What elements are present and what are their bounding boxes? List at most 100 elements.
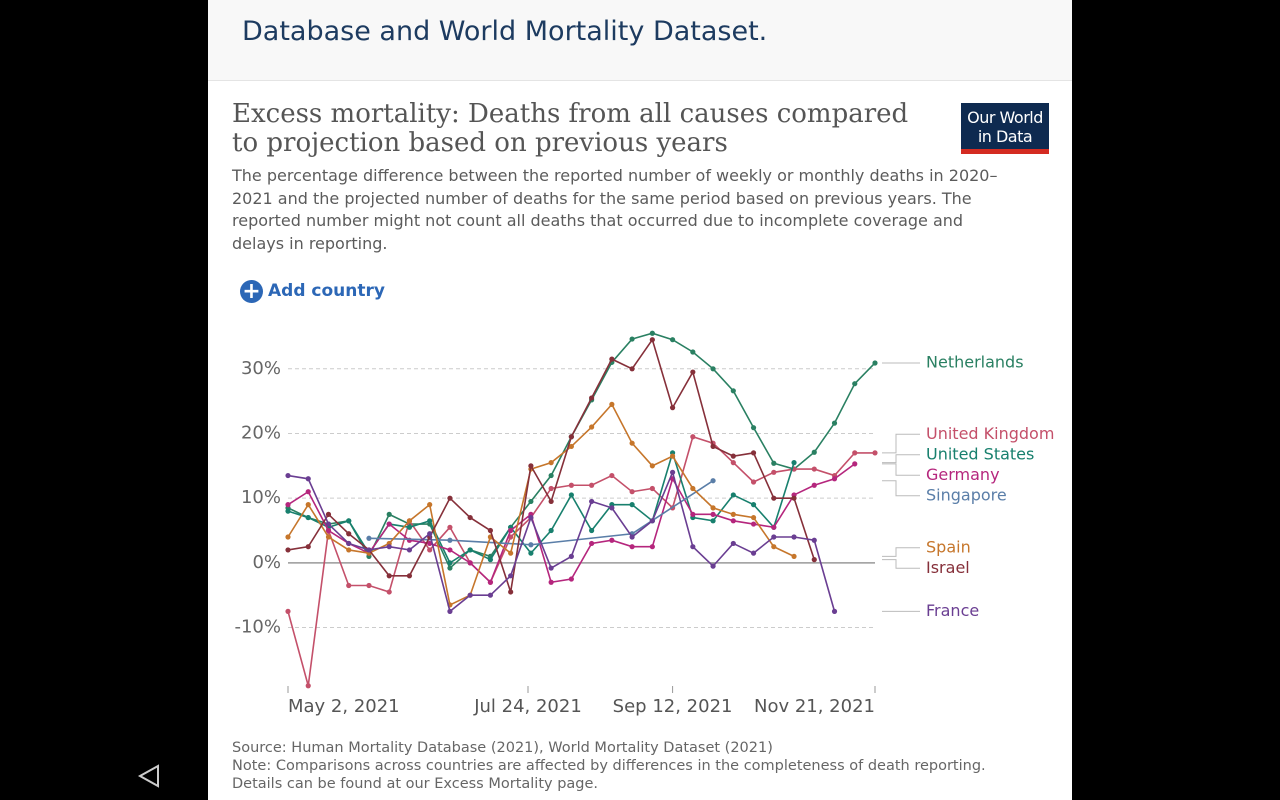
back-button[interactable] xyxy=(130,757,170,797)
data-point xyxy=(386,544,392,550)
label-connector xyxy=(882,463,920,476)
note: Note: Comparisons across countries are a… xyxy=(232,758,986,792)
data-point xyxy=(548,498,554,505)
data-point xyxy=(669,405,676,411)
series-label: France xyxy=(926,601,979,620)
label-connector xyxy=(882,433,920,454)
y-tick-label: 0% xyxy=(252,552,281,573)
source: Source: Human Mortality Database (2021),… xyxy=(232,740,773,756)
data-point xyxy=(872,360,878,366)
data-point xyxy=(811,482,817,488)
data-point xyxy=(508,527,514,534)
data-point xyxy=(649,337,655,343)
data-point xyxy=(750,450,757,456)
data-point xyxy=(285,608,291,614)
data-point xyxy=(669,469,676,475)
data-point xyxy=(771,469,777,475)
data-point xyxy=(427,540,433,547)
data-point xyxy=(730,388,736,394)
data-point xyxy=(508,550,514,556)
y-tick-label: 30% xyxy=(241,358,281,379)
data-point xyxy=(346,547,352,553)
data-point xyxy=(447,547,453,553)
data-point xyxy=(609,537,615,543)
data-point xyxy=(325,521,332,527)
data-point xyxy=(568,576,574,582)
data-point xyxy=(487,592,494,598)
data-point xyxy=(548,527,554,534)
data-point xyxy=(568,492,574,498)
x-tick-label: May 2, 2021 xyxy=(288,696,400,717)
data-point xyxy=(831,476,838,482)
data-point xyxy=(568,443,574,450)
data-point xyxy=(710,518,716,524)
data-point xyxy=(548,579,554,585)
data-point xyxy=(730,518,736,524)
data-point xyxy=(386,511,392,517)
data-point xyxy=(548,472,554,479)
data-point xyxy=(487,557,494,563)
data-point xyxy=(811,449,817,455)
data-point xyxy=(872,450,878,456)
data-point xyxy=(750,502,757,508)
series-line xyxy=(287,435,875,686)
data-point xyxy=(629,489,635,495)
data-point xyxy=(589,395,595,401)
x-tick-label: Nov 21, 2021 xyxy=(754,696,875,717)
data-point xyxy=(589,540,595,547)
data-point xyxy=(609,401,615,407)
add-country-button[interactable]: + Add country xyxy=(240,278,385,304)
data-point xyxy=(791,553,797,559)
data-point xyxy=(649,518,655,524)
series-label: Germany xyxy=(926,465,1000,484)
data-point xyxy=(285,508,291,514)
label-connector xyxy=(882,547,920,557)
data-point xyxy=(730,540,736,547)
data-point xyxy=(548,565,554,571)
button-label: Add country xyxy=(268,281,385,301)
data-point xyxy=(649,485,655,492)
header: Database and World Mortality Dataset. xyxy=(208,0,1072,81)
data-point xyxy=(528,542,534,548)
data-point xyxy=(852,461,858,467)
x-tick-label: Sep 12, 2021 xyxy=(613,696,733,717)
data-point xyxy=(750,514,757,521)
data-point xyxy=(690,511,696,517)
data-point xyxy=(568,482,574,488)
data-point xyxy=(467,547,473,553)
data-point xyxy=(629,544,635,550)
data-point xyxy=(589,424,595,430)
label-connector xyxy=(882,454,920,464)
data-point xyxy=(366,535,372,541)
plus-icon: + xyxy=(240,279,263,303)
data-point xyxy=(589,482,595,488)
data-point xyxy=(750,479,757,485)
data-point xyxy=(528,463,534,469)
data-point xyxy=(447,537,453,543)
data-point xyxy=(427,547,433,553)
y-tick-label: 20% xyxy=(241,422,281,443)
data-point xyxy=(528,498,534,505)
data-point xyxy=(690,434,696,440)
data-point xyxy=(427,502,433,508)
series-line xyxy=(287,469,836,613)
data-point xyxy=(629,366,635,372)
y-tick-label: -10% xyxy=(234,617,281,638)
data-point xyxy=(285,547,291,553)
series-label: United Kingdom xyxy=(926,424,1054,443)
label-connector xyxy=(882,480,920,497)
logo[interactable]: Our World in Data xyxy=(961,103,1049,154)
chart-title: Excess mortality: Deaths from all causes… xyxy=(232,99,909,158)
data-point xyxy=(305,502,311,508)
data-point xyxy=(710,505,716,511)
data-point xyxy=(285,472,291,479)
article-panel: Database and World Mortality Dataset. xyxy=(208,0,1072,800)
data-point xyxy=(467,560,473,566)
series-label: Israel xyxy=(926,558,970,577)
data-point xyxy=(386,573,392,579)
data-point xyxy=(346,531,352,537)
data-point xyxy=(305,514,311,521)
data-point xyxy=(791,460,797,466)
